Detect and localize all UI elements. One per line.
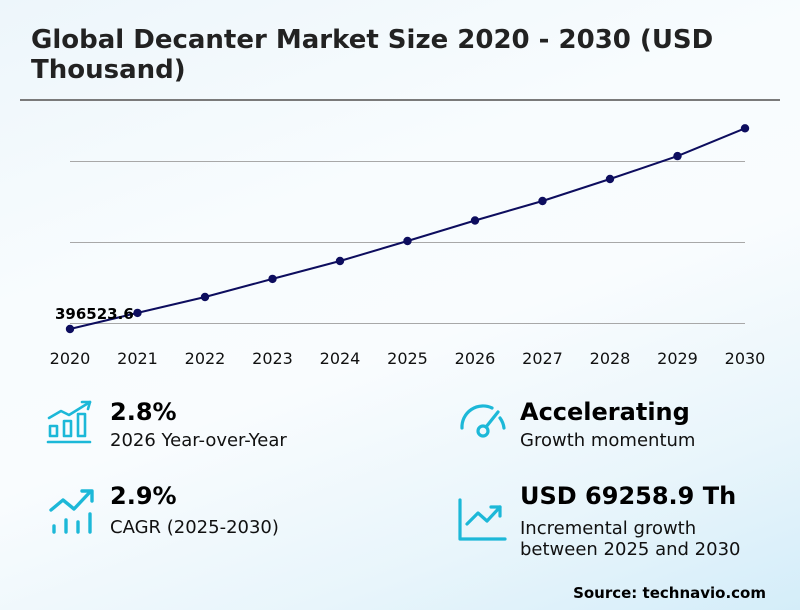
line-chart-up-icon [458, 498, 507, 541]
x-tick-label: 2023 [252, 349, 293, 368]
data-points [65, 124, 750, 334]
data-point [538, 196, 547, 206]
data-label: 396523.6 [55, 305, 134, 323]
data-point [740, 124, 750, 133]
speedometer-icon [460, 404, 506, 438]
data-point [335, 256, 345, 266]
title-divider [20, 99, 780, 101]
data-point [605, 174, 615, 184]
x-tick-label: 2026 [455, 349, 496, 368]
x-tick-label: 2024 [320, 349, 361, 368]
stat-incremental-label-1: Incremental growth [520, 518, 697, 539]
x-tick-label: 2029 [657, 349, 698, 368]
data-labels: 396523.6 [55, 305, 134, 323]
x-tick-label: 2022 [185, 349, 226, 368]
stat-yoy-label: 2026 Year-over-Year [110, 430, 287, 451]
stat-yoy: 2.8% 2026 Year-over-Year [46, 398, 426, 458]
stat-momentum-value: Accelerating [520, 398, 690, 426]
stat-cagr: 2.9% CAGR (2025-2030) [46, 482, 426, 542]
chart-title: Global Decanter Market Size 2020 - 2030 … [31, 25, 714, 85]
stat-incremental-label-2: between 2025 and 2030 [520, 539, 741, 560]
bar-growth-icon [46, 400, 92, 444]
data-point [470, 216, 480, 225]
stat-momentum: Accelerating Growth momentum [456, 398, 786, 458]
stat-cagr-label: CAGR (2025-2030) [110, 517, 279, 538]
data-point [268, 274, 277, 284]
source-credit: Source: technavio.com [573, 584, 766, 602]
data-point [133, 308, 142, 318]
x-tick-label: 2030 [725, 349, 766, 368]
data-point [65, 324, 75, 334]
stat-incremental-value: USD 69258.9 Th [520, 482, 737, 510]
stat-incremental: USD 69258.9 Th Incremental growth betwee… [456, 482, 796, 562]
stat-momentum-label: Growth momentum [520, 430, 696, 451]
x-tick-label: 2025 [387, 349, 428, 368]
series-line [69, 127, 746, 330]
data-point [200, 292, 210, 302]
data-point [403, 236, 412, 246]
x-tick-label: 2020 [50, 349, 91, 368]
x-tick-label: 2021 [117, 349, 158, 368]
x-tick-label: 2027 [522, 349, 563, 368]
trend-arrow-bars-icon [49, 489, 94, 534]
x-tick-label: 2028 [590, 349, 631, 368]
x-axis-ticks: 2020 2021 2022 2023 2024 2025 2026 2027 2028 2029… [50, 349, 766, 368]
line-chart: 2020 2021 2022 2023 2024 2025 2026 2027 2028 2029… [50, 124, 766, 368]
stat-yoy-value: 2.8% [110, 398, 177, 426]
stat-cagr-value: 2.9% [110, 482, 177, 510]
data-point [673, 151, 682, 161]
